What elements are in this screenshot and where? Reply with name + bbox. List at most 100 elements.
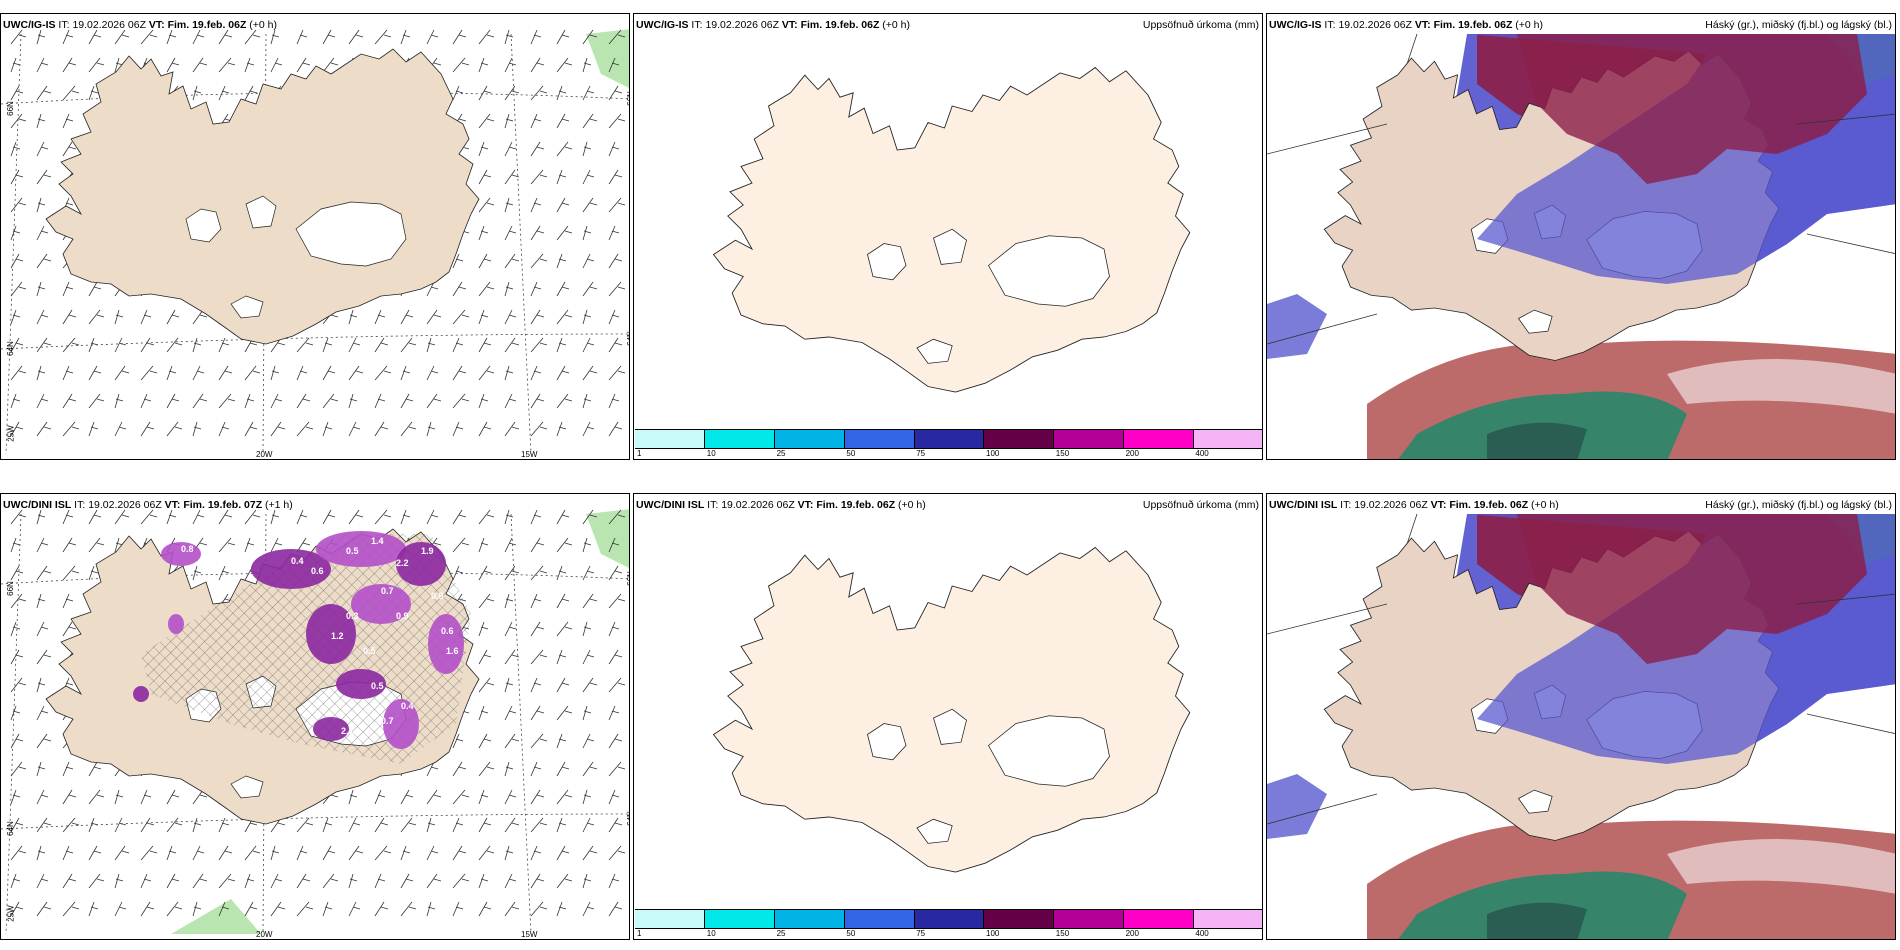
- panel-title: Uppsöfnuð úrkoma (mm): [1142, 19, 1259, 31]
- colorbar-segment: [1054, 910, 1125, 928]
- it-label: IT:: [691, 19, 703, 31]
- precip-value-label: 0.6: [216, 558, 229, 568]
- precip-blob: [168, 614, 184, 634]
- it-label: IT:: [58, 19, 70, 31]
- panel-title: Háský (gr.), miðský (fj.bl.) og lágský (…: [1705, 19, 1892, 31]
- colorbar-segment: [844, 430, 915, 448]
- panel-header: UWC/DINI ISL IT: 19.02.2026 06Z VT: Fim.…: [1269, 499, 1559, 511]
- lat-66n-left: 66N: [5, 581, 15, 596]
- colorbar-tick-label: 200: [1125, 929, 1139, 938]
- colorbar-tick-label: 400: [1195, 449, 1209, 458]
- precip-blob: [428, 614, 464, 674]
- vt-label: VT:: [1414, 19, 1431, 31]
- vt-value: Fim. 19.feb. 06Z: [167, 19, 247, 31]
- panel-header: UWC/DINI ISL IT: 19.02.2026 06Z VT: Fim.…: [636, 499, 926, 511]
- lead-time: (+1 h): [265, 499, 293, 511]
- precip-value-label: 1.9: [421, 546, 434, 556]
- lon-20w: 20W: [256, 930, 273, 939]
- colorbar-segment: [1194, 910, 1262, 928]
- panel-title: Uppsöfnuð úrkoma (mm): [1142, 499, 1259, 511]
- precip-value-label: 0.7: [381, 586, 394, 596]
- precip-colorbar: [635, 429, 1262, 449]
- colorbar-segment: [704, 430, 775, 448]
- lat-66n-left: 66N: [5, 101, 15, 116]
- precip-colorbar: [635, 909, 1262, 929]
- lead-time: (+0 h): [882, 19, 911, 31]
- colorbar-tick-label: 10: [706, 449, 716, 458]
- it-label: IT:: [1340, 499, 1352, 511]
- vt-label: VT:: [148, 19, 165, 31]
- vt-value: Fim. 19.feb. 06Z: [816, 499, 896, 511]
- it-value: 19.02.2026 06Z: [705, 19, 779, 31]
- vt-value: Fim. 19.feb. 06Z: [1433, 19, 1513, 31]
- colorbar-tick-label: 400: [1195, 929, 1209, 938]
- lat-64n-left: 64N: [5, 821, 15, 836]
- colorbar-ticks: 1 10 25 50 75 100 150 200 400: [635, 929, 1262, 939]
- vt-label: VT:: [164, 499, 181, 511]
- colorbar-segment: [914, 430, 985, 448]
- precip-blob: [383, 699, 419, 749]
- precip-value-label: 0.5: [371, 681, 384, 691]
- it-label: IT:: [707, 499, 719, 511]
- vt-value: Fim. 19.feb. 06Z: [1449, 499, 1529, 511]
- lon-15w: 15W: [521, 930, 538, 939]
- precip-blob: [336, 669, 386, 699]
- colorbar-segment: [774, 910, 845, 928]
- colorbar-tick-label: 150: [1055, 929, 1070, 938]
- colorbar-tick-label: 200: [1125, 449, 1139, 458]
- lon-15w: 15W: [521, 450, 538, 459]
- colorbar-tick-label: 100: [986, 449, 1000, 458]
- lead-time: (+0 h): [249, 19, 278, 31]
- precip-blob: [351, 584, 411, 624]
- it-value: 19.02.2026 06Z: [72, 19, 146, 31]
- colorbar-tick-label: 25: [776, 929, 786, 938]
- panel-header: UWC/IG-IS IT: 19.02.2026 06Z VT: Fim. 19…: [3, 19, 277, 31]
- it-value: 19.02.2026 06Z: [88, 499, 162, 511]
- colorbar-ticks: 1 10 25 50 75 100 150 200 400: [635, 449, 1262, 459]
- model-name: UWC/IG-IS: [1269, 19, 1322, 31]
- model-name: UWC/DINI ISL: [3, 499, 72, 511]
- colorbar-segment: [704, 910, 775, 928]
- precip-blob: [251, 549, 331, 589]
- precip-value-label: 0.5: [363, 646, 376, 656]
- vt-label: VT:: [781, 19, 798, 31]
- precip-blob: [313, 717, 349, 741]
- colorbar-tick-label: 75: [916, 929, 926, 938]
- model-name: UWC/DINI ISL: [1269, 499, 1338, 511]
- colorbar-segment: [984, 910, 1055, 928]
- it-label: IT:: [1324, 19, 1336, 31]
- lat-66n-right: 66N: [625, 91, 630, 106]
- panel-dini-clouds: UWC/DINI ISL IT: 19.02.2026 06Z VT: Fim.…: [1266, 493, 1896, 940]
- colorbar-segment: [635, 430, 705, 448]
- lon-25w: 25W: [6, 425, 16, 442]
- vt-label: VT:: [797, 499, 814, 511]
- panel-header: UWC/IG-IS IT: 19.02.2026 06Z VT: Fim. 19…: [636, 19, 910, 31]
- colorbar-segment: [1124, 910, 1195, 928]
- precip-value-label: 1.4: [371, 536, 384, 546]
- lat-64n-right: 64N: [625, 811, 630, 826]
- colorbar-segment: [844, 910, 915, 928]
- lat-66n-right: 66N: [625, 571, 630, 586]
- colorbar-tick-label: 10: [706, 929, 716, 938]
- panel-igis-precip: 1 10 25 50 75 100 150 200 400 UWC/IG-IS IT: 19.0…: [633, 13, 1263, 460]
- lead-time: (+0 h): [1515, 19, 1544, 31]
- precip-blob: [396, 542, 446, 586]
- precip-value-label: 2.2: [396, 558, 409, 568]
- colorbar-segment: [1054, 430, 1125, 448]
- colorbar-tick-label: 150: [1055, 449, 1070, 458]
- precip-value-label: 0.9: [396, 611, 409, 621]
- precip-value-label: 1.2: [331, 631, 344, 641]
- colorbar-segment: [1194, 430, 1262, 448]
- precip-value-label: 0.4: [401, 701, 414, 711]
- precip-value-label: 2.1: [341, 726, 354, 736]
- precip-blob: [306, 604, 356, 664]
- panel-igis-wind: UWC/IG-IS IT: 19.02.2026 06Z VT: Fim. 19…: [0, 13, 630, 460]
- precip-value-label: 0.8: [181, 544, 194, 554]
- panel-dini-precip: 1 10 25 50 75 100 150 200 400 UWC/DINI ISL IT: 1…: [633, 493, 1263, 940]
- precip-value-label: 0.6: [441, 626, 454, 636]
- model-name: UWC/DINI ISL: [636, 499, 705, 511]
- model-name: UWC/IG-IS: [636, 19, 689, 31]
- lat-64n-left: 64N: [5, 341, 15, 356]
- precip-blob: [133, 686, 149, 702]
- panel-title: Háský (gr.), miðský (fj.bl.) og lágský (…: [1705, 499, 1892, 511]
